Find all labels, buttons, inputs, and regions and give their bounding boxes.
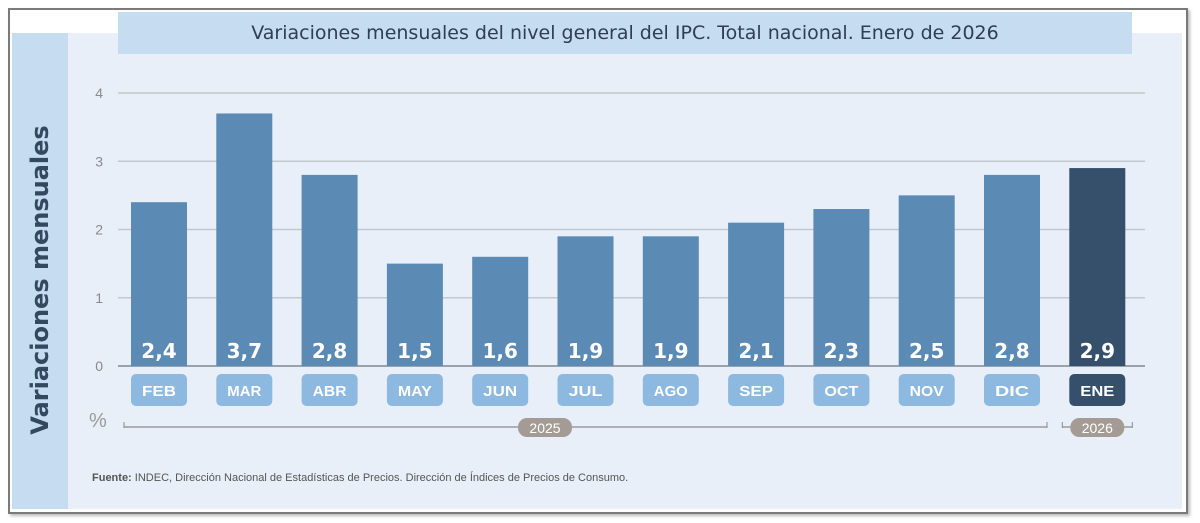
bar	[386, 263, 443, 366]
y-label-band	[12, 33, 68, 509]
bar	[301, 174, 358, 366]
data-label: 2,9	[1080, 339, 1115, 363]
month-label-box	[813, 374, 870, 406]
x-tick-label: ENE	[1080, 383, 1114, 400]
bar	[984, 174, 1040, 366]
month-label-box	[1069, 374, 1126, 406]
data-label: 2,8	[994, 339, 1029, 363]
data-label: 2,8	[312, 339, 347, 363]
data-label: 1,9	[653, 339, 688, 363]
x-tick-label: FEB	[142, 383, 176, 400]
month-label-box	[898, 374, 955, 406]
data-label: 2,4	[141, 339, 176, 363]
month-label-box	[386, 374, 443, 406]
x-tick-label: MAR	[227, 383, 261, 400]
y-tick-label: 3	[95, 153, 103, 169]
bar	[898, 195, 955, 366]
bar	[557, 236, 614, 366]
bar	[131, 202, 187, 366]
chart-title: Variaciones mensuales del nivel general …	[118, 12, 1132, 54]
month-label-box	[472, 374, 529, 406]
month-label-box	[728, 374, 785, 406]
x-tick-label: OCT	[824, 383, 858, 400]
bar	[813, 209, 870, 366]
y-tick-label: 4	[95, 85, 103, 101]
year-label: 2025	[529, 420, 560, 436]
year-label: 2026	[1082, 420, 1113, 436]
bar	[642, 236, 699, 366]
x-tick-label: DIC	[995, 383, 1029, 400]
x-tick-label: ABR	[313, 383, 347, 400]
data-label: 2,3	[824, 339, 859, 363]
y-tick-label: 0	[95, 358, 103, 374]
x-tick-label: NOV	[910, 383, 944, 400]
data-label: 3,7	[227, 339, 262, 363]
data-label: 1,6	[482, 339, 517, 363]
bar	[216, 113, 273, 366]
month-label-box	[642, 374, 699, 406]
x-tick-label: SEP	[739, 383, 773, 400]
bar	[1069, 168, 1126, 366]
x-tick-label: JUL	[569, 383, 603, 400]
y-tick-label: 1	[95, 290, 103, 306]
unit-label: %	[89, 410, 107, 432]
month-label-box	[131, 374, 187, 406]
source-note: Fuente: INDEC, Dirección Nacional de Est…	[92, 472, 628, 484]
data-label: 2,1	[738, 339, 773, 363]
x-tick-label: MAY	[398, 383, 432, 400]
year-badge	[1070, 418, 1125, 437]
source-label: Fuente:	[92, 472, 132, 484]
month-label-box	[984, 374, 1040, 406]
bar	[472, 256, 529, 366]
source-text: INDEC, Dirección Nacional de Estadística…	[131, 472, 629, 484]
month-label-box	[216, 374, 273, 406]
month-label-box	[557, 374, 614, 406]
year-badge	[518, 418, 572, 437]
y-tick-label: 2	[95, 222, 103, 238]
data-label: 1,5	[397, 339, 432, 363]
bar	[728, 222, 785, 366]
data-label: 1,9	[568, 339, 603, 363]
data-label: 2,5	[909, 339, 944, 363]
month-label-box	[301, 374, 358, 406]
x-tick-label: JUN	[483, 383, 517, 400]
x-tick-label: AGO	[654, 383, 688, 400]
